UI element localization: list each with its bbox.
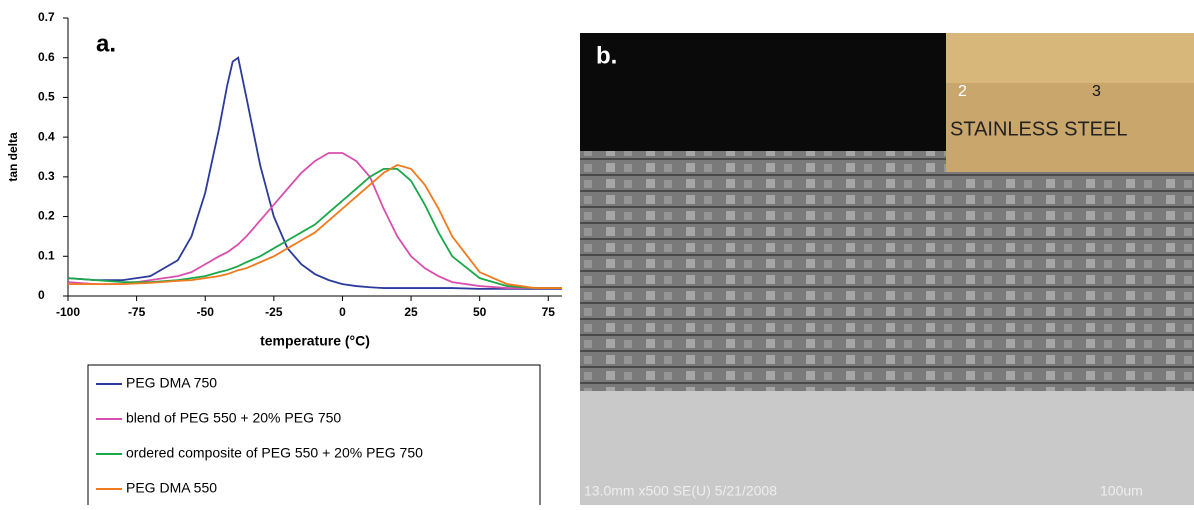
y-tick-label: 0.1 (38, 248, 55, 262)
legend (87, 364, 541, 510)
series-line (67, 152, 562, 289)
series-line (67, 168, 562, 289)
sem-substrate (580, 391, 1194, 505)
series-line (68, 163, 562, 289)
legend-label: PEG DMA 550 (126, 480, 217, 496)
ruler-number: 3 (1092, 83, 1101, 100)
sem-layers (580, 151, 1194, 391)
y-tick-label: 0.6 (38, 50, 55, 64)
sem-info: 13.0mm x500 SE(U) 5/21/2008 (584, 483, 777, 499)
y-tick-label: 0.5 (38, 90, 55, 104)
y-tick-label: 0.3 (38, 169, 55, 183)
y-tick-label: 0 (38, 288, 45, 302)
x-tick-label: 25 (404, 305, 418, 319)
x-tick-label: -50 (197, 305, 215, 319)
panel-label: b. (596, 42, 617, 69)
x-tick-label: 75 (542, 305, 556, 319)
y-tick-label: 0.2 (38, 209, 55, 223)
x-tick-label: -100 (56, 305, 80, 319)
x-tick-label: 50 (473, 305, 487, 319)
y-tick-label: 0.4 (38, 129, 55, 143)
series-line (67, 56, 562, 290)
scale-label: 100um (1100, 483, 1143, 499)
sem-image: 2 3 STAINLESS STEEL b. 13.0mm x500 SE(U)… (580, 33, 1194, 505)
x-axis-label: temperature (°C) (260, 333, 370, 349)
x-tick-label: -75 (128, 305, 146, 319)
y-axis-label: tan delta (6, 132, 20, 182)
x-tick-label: 0 (339, 305, 346, 319)
legend-label: blend of PEG 550 + 20% PEG 750 (126, 410, 341, 426)
panel-label: a. (96, 30, 116, 57)
ruler-number: 2 (958, 83, 967, 100)
inset-text: STAINLESS STEEL (950, 118, 1127, 140)
y-tick-label: 0.7 (38, 10, 55, 24)
legend-label: ordered composite of PEG 550 + 20% PEG 7… (126, 445, 423, 461)
ruler (946, 33, 1194, 83)
x-tick-label: -25 (265, 305, 283, 319)
legend-label: PEG DMA 750 (126, 375, 217, 391)
